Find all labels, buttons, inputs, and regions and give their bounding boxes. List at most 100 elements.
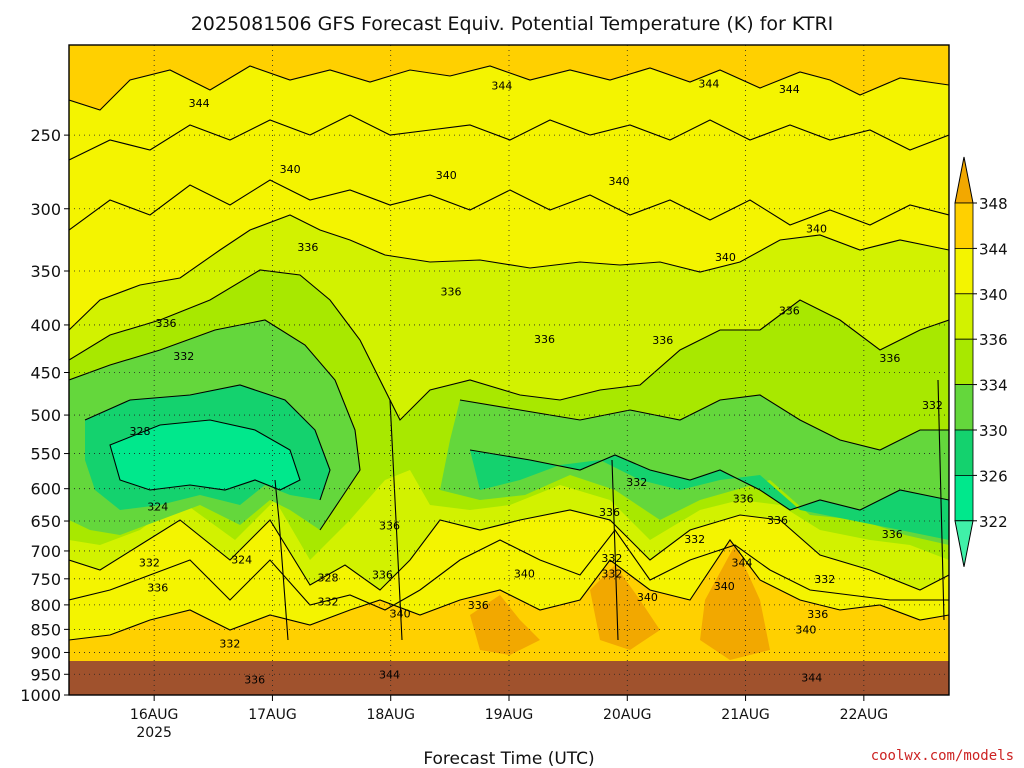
contour-label: 336	[155, 317, 176, 330]
x-tick-label: 20AUG	[603, 707, 652, 723]
colorbar-segment	[954, 384, 974, 431]
contour-label: 332	[626, 476, 647, 489]
contour-label: 336	[297, 241, 318, 254]
contour-label: 336	[441, 285, 462, 298]
contour-label: 340	[715, 251, 736, 264]
contour-label: 332	[139, 556, 160, 569]
contour-label: 340	[390, 607, 411, 620]
colorbar-segment	[954, 247, 974, 295]
contour-label: 336	[807, 608, 828, 621]
y-tick-label: 450	[30, 364, 61, 383]
contour-label: 344	[698, 77, 719, 90]
contour-label: 340	[637, 591, 658, 604]
contour-label: 336	[147, 581, 168, 594]
colorbar-label: 344	[979, 240, 1008, 258]
contour-label: 332	[922, 399, 943, 412]
contour-label: 324	[147, 500, 168, 513]
contour-label: 344	[779, 83, 800, 96]
colorbar-bottom-arrow	[954, 520, 974, 567]
colorbar-top-arrow	[954, 156, 974, 204]
contour-label: 336	[379, 519, 400, 532]
y-tick-label: 1000	[20, 686, 61, 705]
y-tick-label: 850	[30, 620, 61, 639]
colorbar-label: 336	[979, 331, 1008, 349]
contour-label: 344	[189, 97, 210, 110]
y-tick-label: 300	[30, 200, 61, 219]
y-tick-label: 400	[30, 316, 61, 335]
y-tick-label: 800	[30, 596, 61, 615]
y-axis: 250 300 350 400 450 500 550 600 650 700 750 800 850 9…	[20, 126, 69, 705]
contour-label: 328	[318, 572, 339, 585]
colorbar-segment	[954, 202, 974, 249]
y-tick-label: 500	[30, 406, 61, 425]
contour-label: 336	[779, 305, 800, 318]
contour-label: 332	[601, 567, 622, 580]
contour-label: 340	[714, 580, 735, 593]
contour-label: 336	[733, 493, 754, 506]
y-tick-label: 250	[30, 126, 61, 145]
upper-warm-band	[69, 45, 949, 110]
contour-label: 340	[795, 623, 816, 636]
region-326	[85, 385, 949, 540]
region-322	[110, 420, 300, 490]
contour-label: 336	[652, 334, 673, 347]
y-tick-label: 900	[30, 643, 61, 662]
credit-text: coolwx.com/models	[871, 748, 1014, 764]
contour-labels: 344 344 344 344 340 340 340 340 340 336 336 336 336 3…	[129, 77, 942, 686]
colorbar-label: 322	[979, 513, 1008, 531]
contour-lines	[69, 65, 949, 641]
contour-label: 336	[244, 673, 265, 686]
chart-title: 2025081506 GFS Forecast Equiv. Potential…	[191, 13, 834, 35]
contour-label: 336	[534, 333, 555, 346]
contour-label: 344	[379, 668, 400, 681]
plot-area: 344 344 344 344 340 340 340 340 340 336 336 336 336 3…	[69, 45, 949, 695]
lower-warm-spot	[470, 545, 770, 660]
contour-label: 336	[879, 352, 900, 365]
contour-label: 332	[219, 637, 240, 650]
x-tick-sublabel: 2025	[136, 725, 172, 741]
x-tick-label: 22AUG	[840, 707, 889, 723]
y-tick-label: 350	[30, 262, 61, 281]
y-tick-label: 650	[30, 512, 61, 531]
y-tick-label: 950	[30, 665, 61, 684]
contour-label: 340	[514, 567, 535, 580]
x-tick-label: 17AUG	[248, 707, 297, 723]
contour-label: 332	[684, 533, 705, 546]
contour-label: 340	[609, 175, 630, 188]
y-tick-label: 750	[30, 570, 61, 589]
contour-label: 332	[601, 552, 622, 565]
grid-lines	[69, 45, 949, 695]
contour-label: 336	[767, 514, 788, 527]
contour-label: 328	[129, 425, 150, 438]
contour-label: 332	[173, 350, 194, 363]
colorbar-label: 334	[979, 377, 1008, 395]
contour-label: 324	[231, 554, 252, 567]
y-tick-label: 700	[30, 542, 61, 561]
contour-label: 336	[882, 528, 903, 541]
colorbar-label: 330	[979, 422, 1008, 440]
x-tick-label: 18AUG	[366, 707, 415, 723]
colorbar-segment	[954, 429, 974, 476]
colorbar: 348 344 340 336 334 330 326 322	[954, 156, 1008, 567]
contour-label: 336	[599, 506, 620, 519]
colorbar-segment	[954, 338, 974, 386]
contour-label: 344	[801, 672, 822, 685]
contour-label: 340	[280, 163, 301, 176]
y-tick-label: 550	[30, 445, 61, 464]
contour-label: 336	[372, 568, 393, 581]
colorbar-segment	[954, 474, 974, 522]
x-tick-label: 16AUG	[130, 707, 179, 723]
contour-label: 332	[318, 595, 339, 608]
colorbar-label: 340	[979, 286, 1008, 304]
ground-below-surface	[69, 661, 949, 695]
colorbar-label: 326	[979, 467, 1008, 485]
colorbar-label: 348	[979, 195, 1008, 213]
x-axis-title: Forecast Time (UTC)	[423, 749, 594, 768]
x-axis: 16AUG 2025 17AUG 18AUG 19AUG 20AUG 21AUG 22AUG	[130, 695, 888, 741]
contour-label: 332	[814, 573, 835, 586]
contour-label: 336	[468, 599, 489, 612]
y-tick-label: 600	[30, 480, 61, 499]
x-tick-label: 19AUG	[485, 707, 534, 723]
contour-label: 340	[436, 169, 457, 182]
